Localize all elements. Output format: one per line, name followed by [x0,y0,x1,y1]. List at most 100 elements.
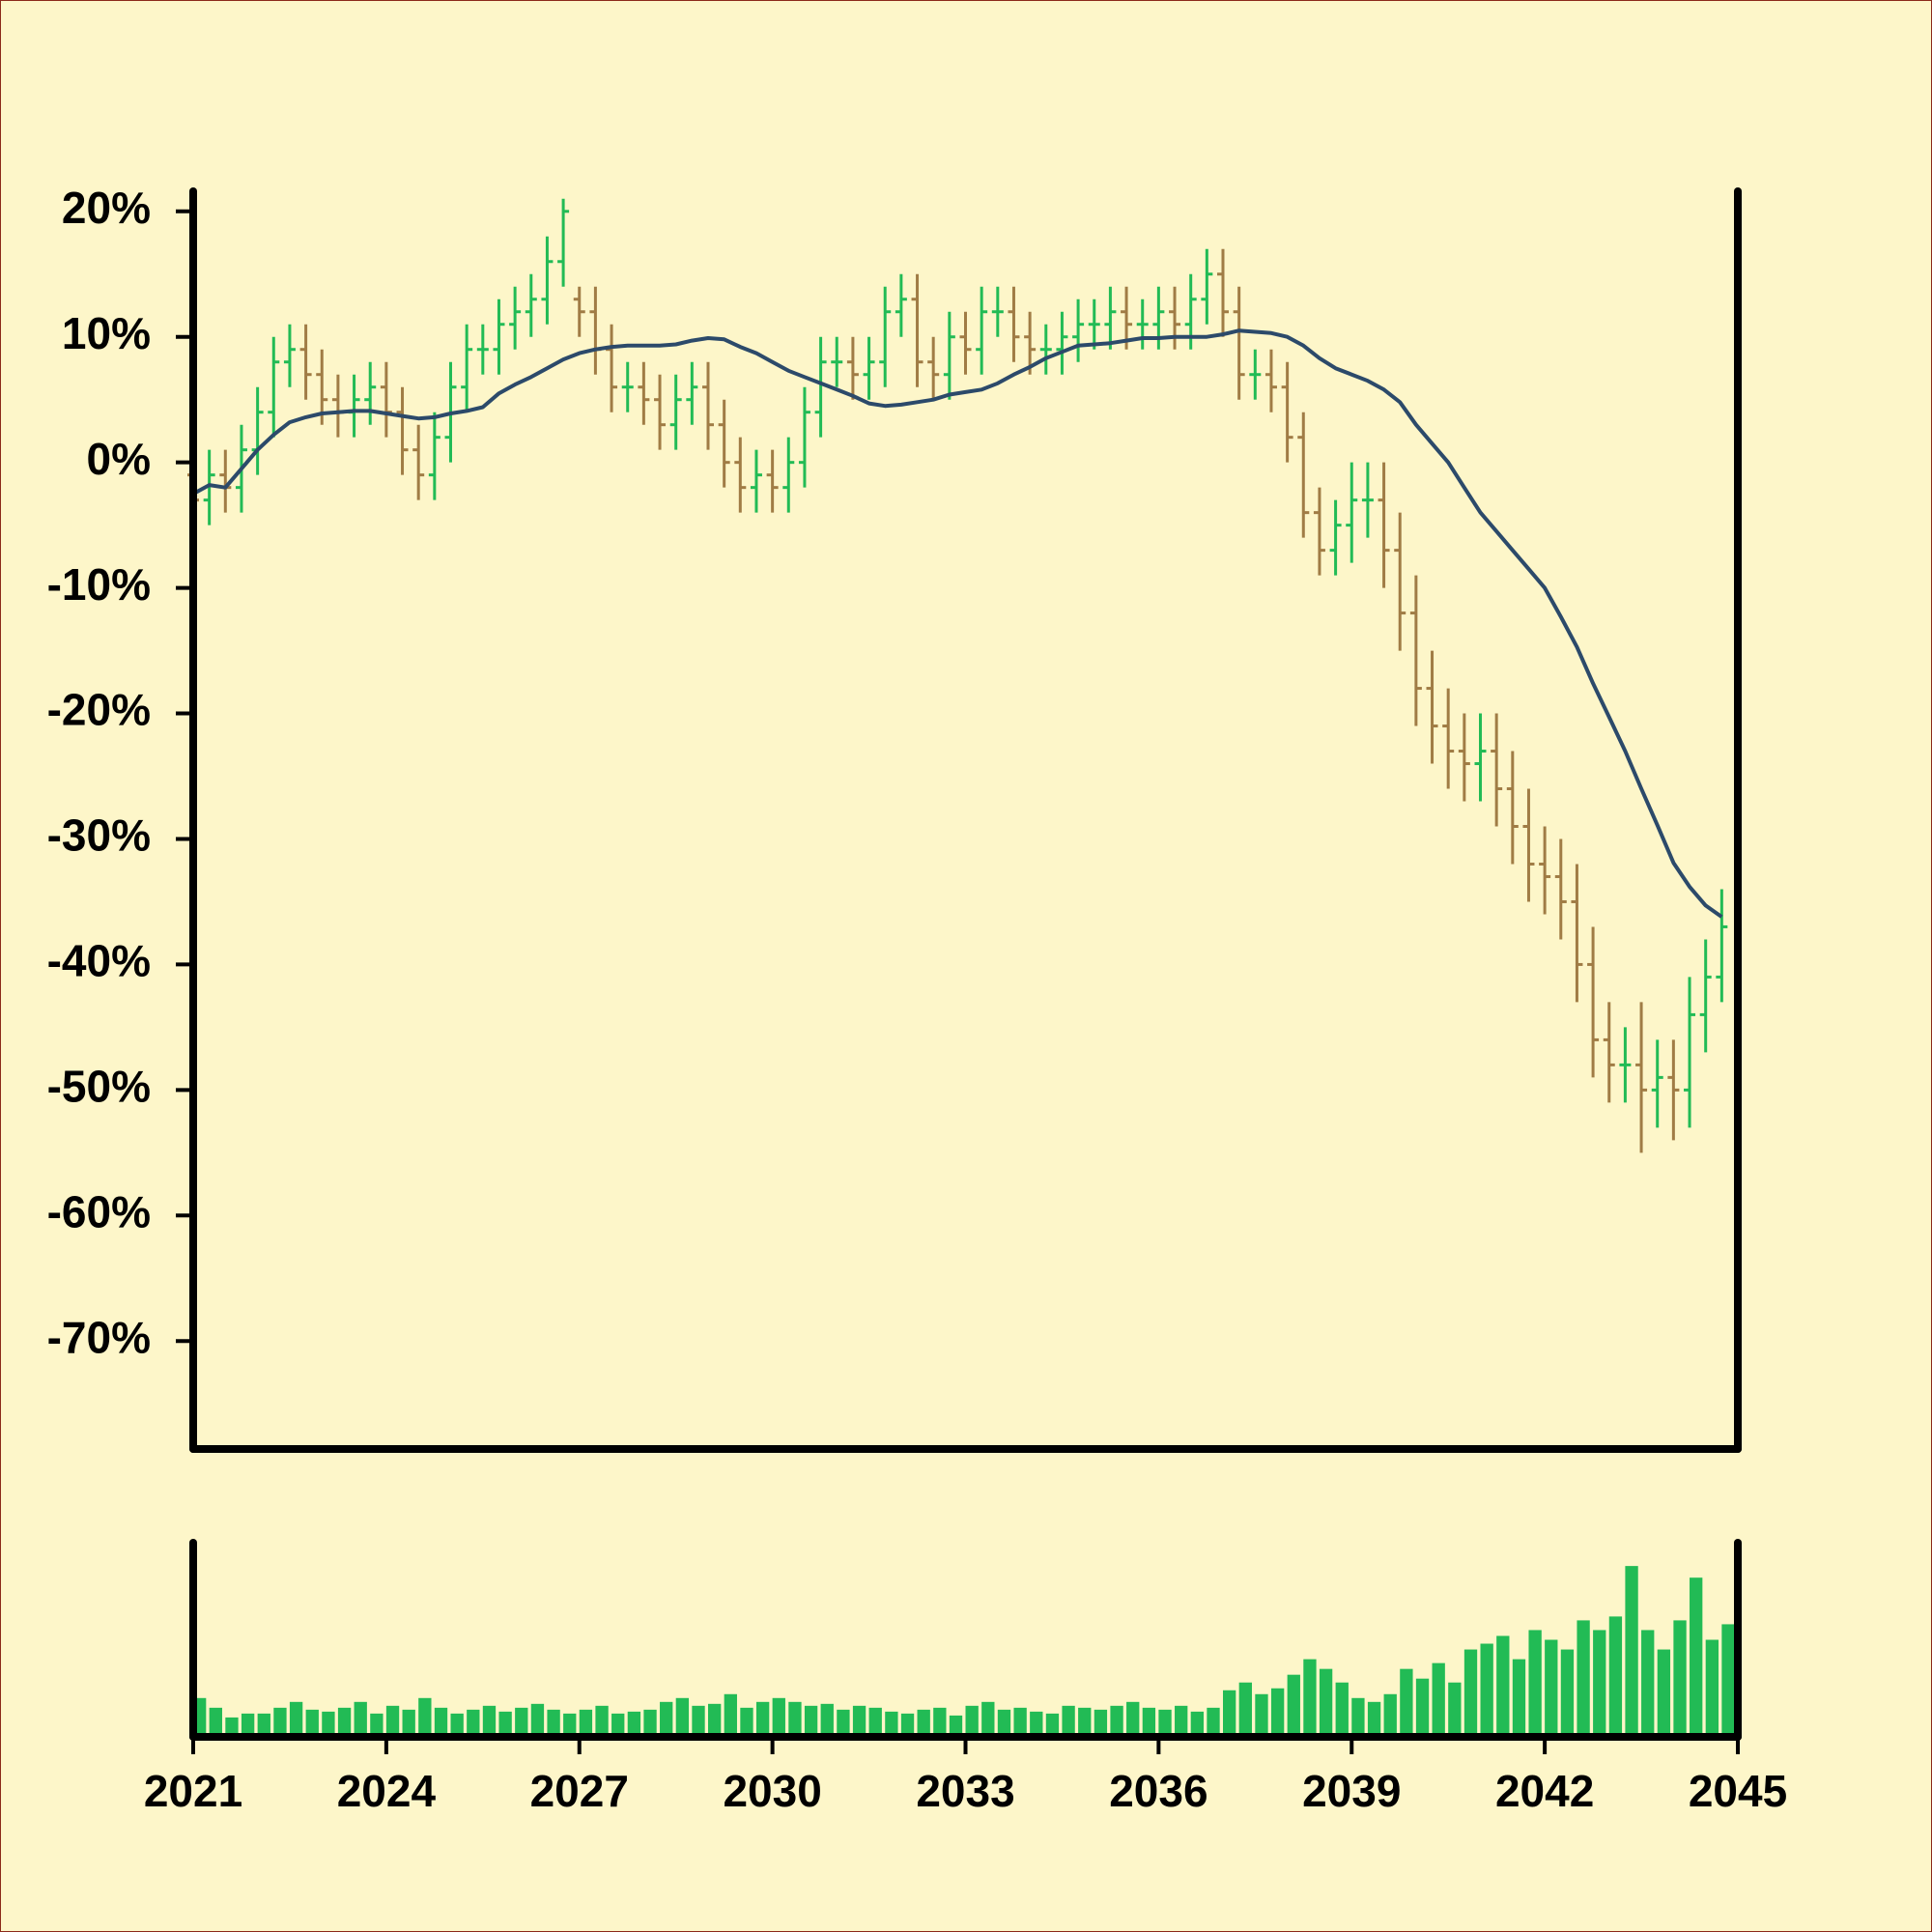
volume-bar [289,1701,303,1737]
volume-bar [1625,1566,1638,1737]
volume-bar [257,1713,270,1737]
volume-bar [370,1713,384,1737]
volume-bar [467,1709,480,1737]
volume-bar [1223,1690,1236,1737]
volume-bar [402,1709,415,1737]
x-tick-label: 2024 [337,1766,437,1816]
y-tick-label: -60% [47,1186,151,1236]
y-tick-label: -40% [47,936,151,986]
volume-bar [708,1703,722,1737]
volume-bar [1641,1630,1655,1737]
volume-bar [1335,1682,1349,1737]
volume-bar [965,1705,979,1737]
volume-bar [1463,1649,1478,1737]
volume-bar [305,1709,319,1737]
volume-bar [1383,1693,1397,1737]
volume-bar [1432,1662,1445,1737]
volume-bar [579,1709,593,1737]
volume-bar [563,1713,577,1737]
volume-bar [595,1705,609,1737]
volume-bar [627,1711,641,1737]
volume-bar [1608,1616,1623,1737]
volume-bar [692,1705,705,1737]
volume-bar [1045,1713,1060,1737]
volume-bar [788,1701,802,1737]
volume-bar [273,1707,287,1737]
y-tick-label: 10% [62,308,151,358]
volume-bar [1110,1705,1123,1737]
x-tick-label: 2042 [1495,1766,1594,1816]
volume-bar [1545,1639,1558,1737]
volume-bar [868,1707,882,1737]
y-tick-label: -10% [47,559,151,610]
y-tick-label: -50% [47,1062,151,1112]
volume-bar [322,1711,335,1737]
x-tick-label: 2036 [1109,1766,1208,1816]
volume-bar [997,1709,1011,1737]
volume-bar [1287,1674,1300,1737]
volume-bar [804,1705,818,1737]
volume-bar [225,1717,239,1737]
volume-bar [515,1707,528,1737]
volume-bar [1351,1697,1365,1737]
volume-bar [547,1709,560,1737]
volume-bar [1480,1643,1493,1737]
volume-bar [837,1709,850,1737]
volume-bar [209,1707,222,1737]
volume-bar [660,1701,673,1737]
volume-bar [611,1713,625,1737]
volume-bar [241,1713,255,1737]
x-tick-label: 2027 [530,1766,629,1816]
volume-bar [1255,1693,1268,1737]
volume-bar [1013,1707,1027,1737]
volume-bar [885,1711,898,1737]
volume-bar [724,1693,737,1737]
volume-bar [385,1705,400,1737]
volume-bar [1078,1707,1092,1737]
x-tick-label: 2039 [1302,1766,1401,1816]
volume-bar [981,1701,995,1737]
volume-bar [434,1707,448,1737]
volume-bar [530,1703,545,1737]
volume-bar [482,1705,497,1737]
volume-bar [1496,1635,1510,1737]
x-tick-label: 2021 [144,1766,242,1816]
volume-bar [1560,1649,1575,1737]
volume-bar [1175,1705,1188,1737]
y-tick-label: 0% [87,434,151,484]
volume-bar [1094,1709,1108,1737]
volume-bar [820,1703,834,1737]
volume-bar [418,1697,432,1737]
volume-bar [1062,1705,1075,1737]
volume-bar [1158,1709,1172,1737]
volume-bar [740,1707,753,1737]
volume-bar [933,1707,947,1737]
volume-bar [1207,1707,1220,1737]
volume-bar [917,1709,930,1737]
volume-bar [675,1697,690,1737]
x-tick-label: 2033 [916,1766,1014,1816]
volume-bar [852,1705,867,1737]
volume-bar [755,1701,770,1737]
volume-bar [1190,1711,1205,1737]
volume-bar [1415,1678,1430,1737]
y-tick-label: -30% [47,810,151,861]
volume-bar [1512,1659,1526,1737]
volume-bar [643,1709,657,1737]
volume-bar [1657,1649,1671,1737]
volume-bar [1367,1701,1381,1737]
volume-bar [1705,1639,1719,1737]
volume-bar [450,1713,464,1737]
volume-bar [949,1715,963,1737]
volume-bar [337,1707,352,1737]
volume-bar [1270,1688,1285,1737]
volume-bar [900,1713,915,1737]
y-tick-label: -20% [47,685,151,735]
volume-bar [1142,1707,1156,1737]
volume-bar [1448,1682,1462,1737]
volume-bar [1577,1620,1590,1737]
moving-average [192,328,1723,919]
volume-bar [1319,1668,1333,1737]
volume-bar [1528,1630,1542,1737]
y-tick-label: -70% [47,1312,151,1362]
